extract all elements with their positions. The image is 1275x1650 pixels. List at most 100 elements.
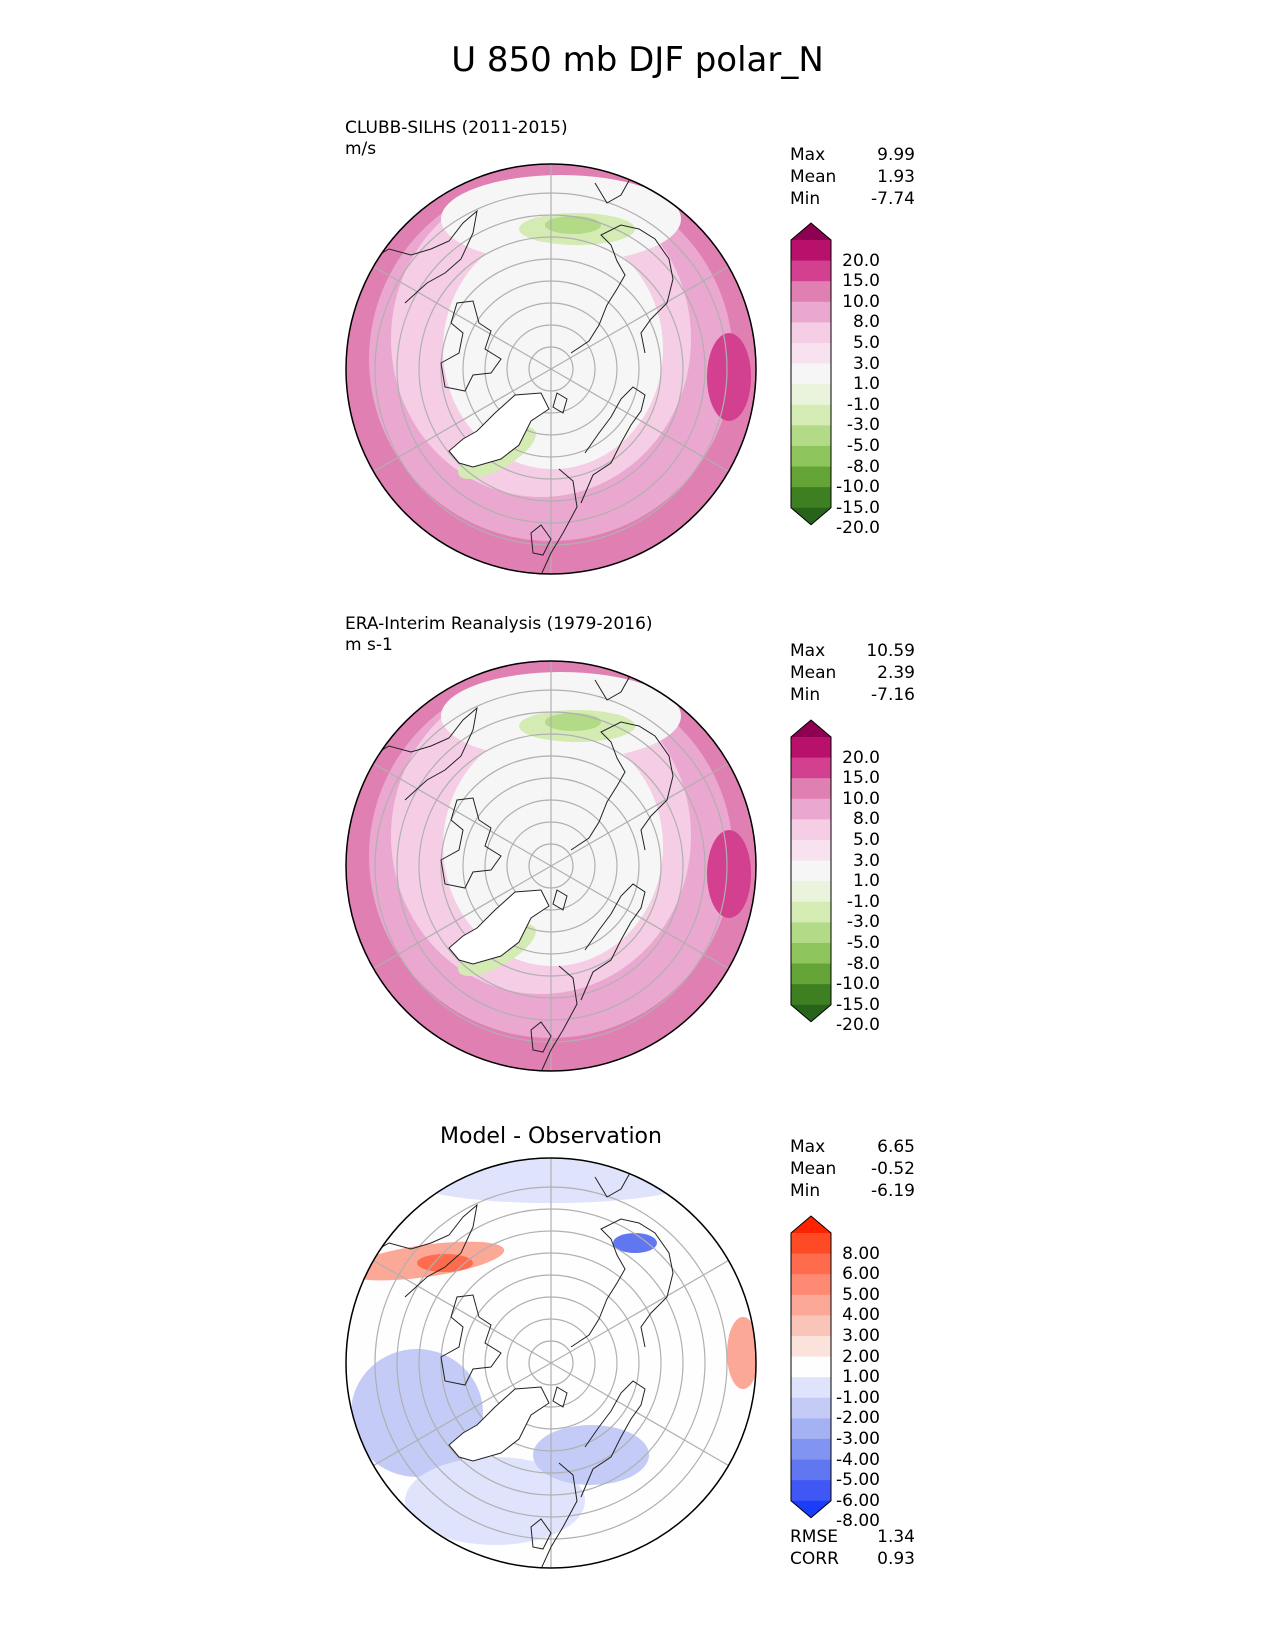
coastlines [374,1160,674,1568]
colorbar-tick-label: 2.00 [842,1346,880,1367]
colorbar-swatch [791,342,831,365]
panel-obs-title: ERA-Interim Reanalysis (1979-2016) [345,614,653,634]
colorbar-swatch [791,1500,831,1518]
colorbar-tick-label: -20.0 [836,518,880,539]
coastlines [374,166,674,574]
stat-label: Min [790,685,821,705]
colorbar-tick-label: 3.00 [842,1325,880,1346]
colorbar-tick-label: 3.0 [852,353,880,374]
stat-mean-row: Mean 1.93 [790,166,915,188]
colorbar-swatch [791,819,831,841]
colorbar-swatches [790,719,832,1023]
stat-label: Mean [790,663,837,683]
scandinavia-coast [580,883,646,1001]
greenland-coast [448,889,550,965]
colorbar-tick-label: 10.0 [842,788,880,809]
stat-value: -7.74 [871,189,915,209]
colorbar-swatch [791,1004,831,1022]
field-red-core [417,1254,473,1272]
colorbar-tick-label: -8.0 [846,953,880,974]
colorbar-tick-labels: 20.0 15.0 10.0 8.0 5.0 3.0 1.0 -1.0 -3.0 -5.0 -8.0… [832,748,880,1036]
stat-value: 6.65 [877,1137,915,1157]
stat-mean-row: Mean -0.52 [790,1158,915,1180]
panel-model-title: CLUBB-SILHS (2011-2015) [345,118,568,138]
stat-label: Mean [790,167,837,187]
panel-diff-metrics: RMSE 1.34 CORR 0.93 [790,1526,915,1570]
colorbar-tick-label: -3.0 [846,912,880,933]
stat-value: 2.39 [877,663,915,683]
svalbard-coast [552,1386,568,1408]
colorbar-swatch [791,487,831,509]
british-isles-coast [530,524,552,556]
stat-max-row: Max 10.59 [790,640,915,662]
svalbard-coast [552,889,568,911]
colorbar-swatch [791,223,831,240]
meridian-line [550,1362,729,1467]
map-field [346,1158,756,1568]
stat-label: Max [790,145,826,165]
svalbard-coast [552,392,568,414]
colorbar-swatch [791,1216,831,1233]
map-field [346,661,756,1071]
stat-label: Mean [790,1159,837,1179]
stat-value: 1.93 [877,167,915,187]
colorbar-tick-label: -3.0 [846,415,880,436]
north-america-coast [374,706,478,801]
stat-label: Min [790,189,821,209]
colorbar-tick-label: -2.00 [836,1408,880,1429]
colorbar-tick-label: 8.00 [842,1243,880,1264]
field-jet-core [707,333,751,421]
metric-label: CORR [790,1549,839,1569]
colorbar-swatch [791,839,831,862]
colorbar-swatch [791,1233,831,1255]
map-boundary [345,660,757,1072]
field-blue-strong [613,1233,657,1253]
stat-value: 9.99 [877,145,915,165]
colorbar-swatch [791,507,831,525]
colorbar-swatch [791,384,831,406]
colorbar-swatch [791,942,831,965]
colorbar-tick-label: 1.00 [842,1367,880,1388]
colorbar-tick-label: 8.0 [852,312,880,333]
graticule [373,1158,729,1568]
metric-label: RMSE [790,1527,839,1547]
colorbar-swatches [790,222,832,526]
meridian-line [373,368,552,473]
colorbar-swatch [791,445,831,468]
colorbar-tick-label: 3.0 [852,850,880,871]
meridian-line [373,865,552,970]
british-isles-coast [530,1021,552,1053]
colorbar-swatch [791,281,831,303]
europe-coast [540,1462,578,1568]
colorbar-tick-label: -1.00 [836,1387,880,1408]
meridian-line [373,265,552,370]
colorbar-tick-label: 10.0 [842,291,880,312]
colorbar-swatch [791,1480,831,1502]
colorbar-outline [790,222,832,526]
colorbar-tick-label: 6.00 [842,1264,880,1285]
canada-arctic-coast [440,300,502,392]
colorbar-tick-labels: 8.00 6.00 5.00 4.00 3.00 2.00 1.00 -1.00 -2.00 -3… [832,1244,880,1532]
colorbar-tick-label: -5.0 [846,932,880,953]
siberia-coast [570,721,674,851]
colorbar-swatch [791,881,831,903]
colorbar-swatch [791,757,831,779]
greenland-coast [448,392,550,468]
panel-diff-stats: Max 6.65 Mean -0.52 Min -6.19 [790,1136,915,1202]
colorbar-swatch [791,1459,831,1481]
colorbar-swatch [791,301,831,323]
colorbar-tick-label: -5.0 [846,435,880,456]
colorbar-swatch [791,1294,831,1316]
colorbar-tick-label: 5.0 [852,829,880,850]
colorbar-tick-label: -6.00 [836,1490,880,1511]
greenland-coast [448,1386,550,1462]
colorbar-tick-label: -4.00 [836,1449,880,1470]
panel-obs-units: m s-1 [345,635,393,655]
colorbar-tick-labels: 20.0 15.0 10.0 8.0 5.0 3.0 1.0 -1.0 -3.0 -5.0 -8.0… [832,251,880,539]
colorbar-swatch [791,425,831,447]
colorbar-tick-label: 5.00 [842,1284,880,1305]
colorbar-swatch [791,901,831,923]
coastlines [374,663,674,1071]
field-green-core [545,713,601,731]
colorbar-swatch [791,1335,831,1358]
